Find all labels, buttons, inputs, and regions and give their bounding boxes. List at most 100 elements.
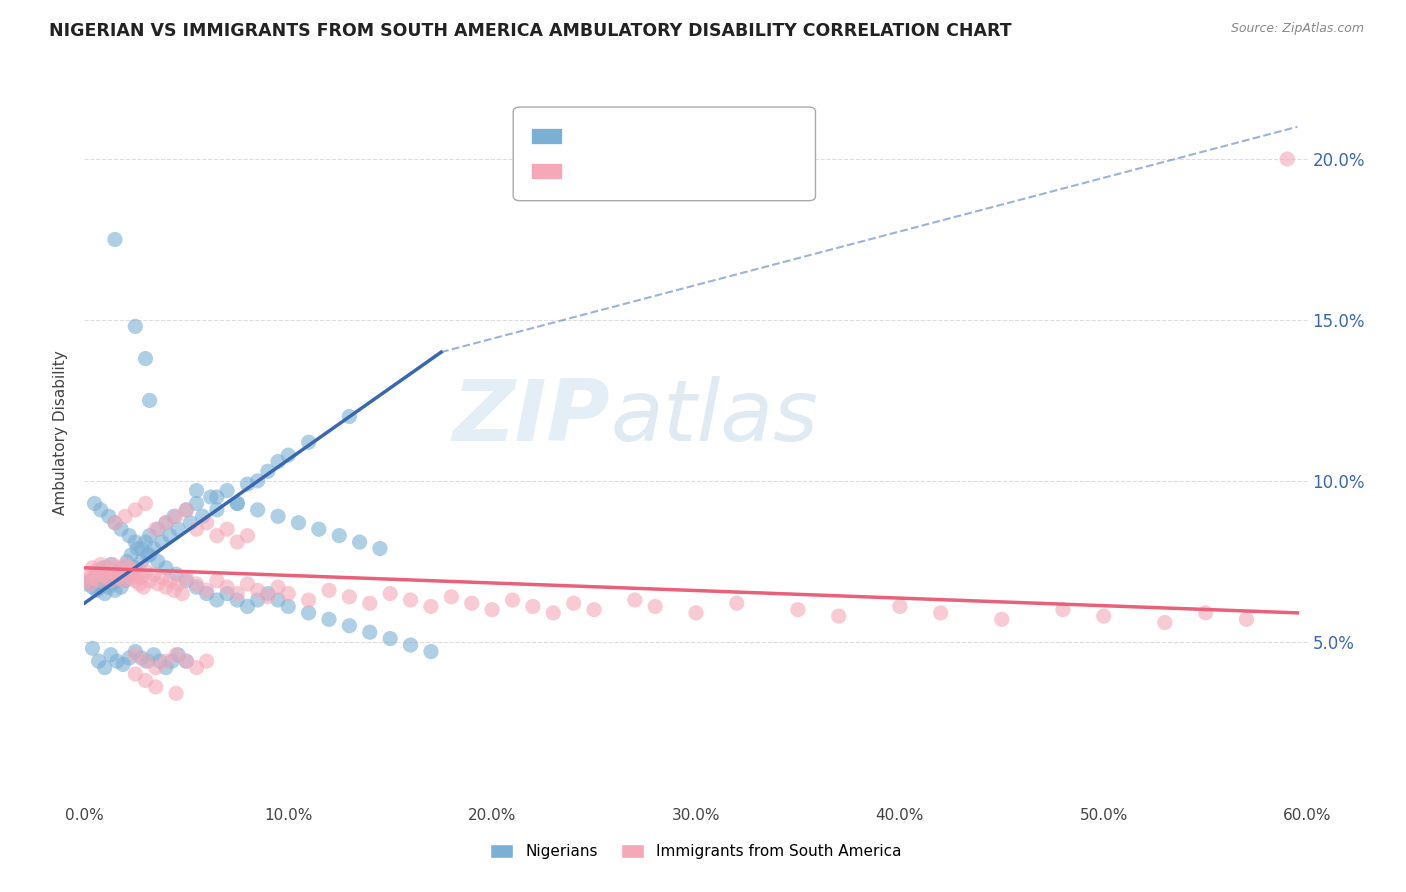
Point: [120, 548, 142, 562]
Point: [118, 651, 141, 665]
Point: [90, 564, 112, 578]
Point: [257, 586, 280, 600]
Point: [96, 570, 118, 584]
Point: [267, 593, 290, 607]
Point: [159, 574, 181, 588]
Point: [1195, 606, 1218, 620]
Point: [86, 564, 108, 578]
Point: [889, 599, 911, 614]
Point: [368, 541, 391, 556]
Point: [142, 567, 165, 582]
Point: [114, 574, 136, 588]
Point: [828, 609, 851, 624]
Point: [257, 590, 280, 604]
Point: [118, 528, 141, 542]
Point: [246, 593, 269, 607]
Point: [195, 654, 218, 668]
Point: [165, 686, 187, 700]
Point: [101, 570, 124, 584]
Point: [287, 516, 309, 530]
Point: [138, 548, 160, 562]
Point: [86, 583, 108, 598]
Point: [1277, 152, 1299, 166]
Point: [97, 564, 120, 578]
Point: [83, 570, 105, 584]
Point: [83, 570, 105, 584]
Point: [186, 660, 208, 674]
Point: [195, 586, 218, 600]
Point: [277, 448, 299, 462]
Point: [205, 490, 228, 504]
Point: [186, 522, 208, 536]
Point: [145, 522, 167, 536]
Text: 106: 106: [710, 161, 745, 179]
Point: [165, 509, 187, 524]
Point: [1154, 615, 1177, 630]
Point: [135, 496, 157, 510]
Point: [138, 574, 160, 588]
Point: [112, 574, 135, 588]
Point: [380, 586, 402, 600]
Point: [101, 558, 124, 572]
Point: [1052, 602, 1074, 616]
Point: [146, 554, 169, 568]
Point: [318, 583, 340, 598]
Point: [257, 464, 280, 478]
Point: [149, 654, 172, 668]
Point: [165, 567, 187, 582]
Point: [114, 509, 136, 524]
Point: [174, 503, 197, 517]
Point: [128, 577, 150, 591]
Point: [339, 409, 361, 424]
Point: [174, 503, 197, 517]
Point: [624, 593, 647, 607]
Point: [124, 667, 146, 681]
Point: [155, 580, 177, 594]
Point: [110, 580, 132, 594]
Point: [104, 516, 127, 530]
Point: [461, 596, 484, 610]
Text: R =: R =: [571, 163, 605, 178]
Point: [146, 577, 169, 591]
Point: [77, 567, 100, 582]
Point: [138, 528, 160, 542]
Point: [583, 602, 606, 616]
Point: [420, 644, 443, 658]
Point: [481, 602, 503, 616]
Point: [97, 509, 120, 524]
Point: [91, 561, 114, 575]
Point: [142, 541, 165, 556]
Point: [205, 574, 228, 588]
Point: [236, 528, 259, 542]
Point: [298, 606, 321, 620]
Point: [298, 593, 321, 607]
Point: [236, 599, 259, 614]
Point: [167, 648, 190, 662]
Point: [929, 606, 952, 620]
Point: [267, 454, 290, 468]
Point: [105, 574, 128, 588]
Point: [318, 612, 340, 626]
Point: [90, 580, 112, 594]
Point: [96, 561, 118, 575]
Point: [543, 606, 565, 620]
Point: [105, 561, 128, 575]
Point: [135, 654, 157, 668]
Point: [100, 577, 122, 591]
Point: [100, 574, 122, 588]
Point: [105, 654, 128, 668]
Point: [328, 528, 350, 542]
Point: [120, 570, 142, 584]
Point: [145, 680, 167, 694]
Point: [380, 632, 402, 646]
Point: [163, 583, 186, 598]
Point: [399, 593, 422, 607]
Point: [82, 641, 104, 656]
Text: 58: 58: [710, 126, 733, 144]
Point: [217, 522, 239, 536]
Point: [179, 516, 201, 530]
Point: [135, 564, 157, 578]
Point: [174, 654, 197, 668]
Point: [155, 516, 177, 530]
Point: [124, 561, 146, 575]
